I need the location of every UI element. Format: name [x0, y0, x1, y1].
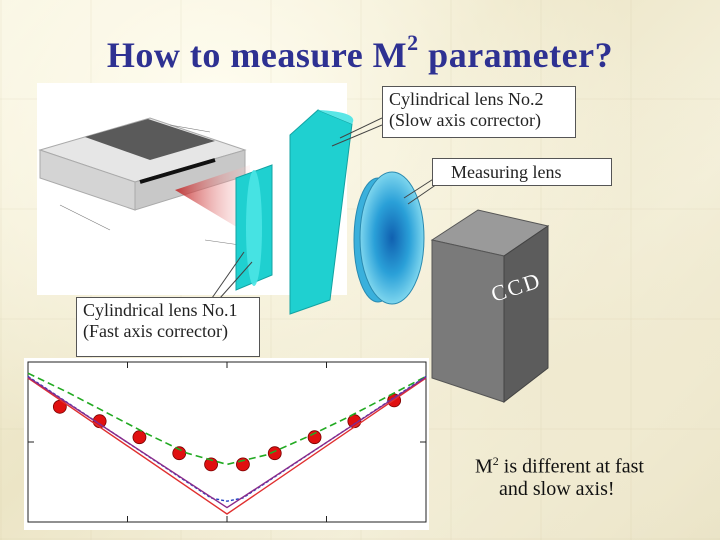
cylindrical-lens-1 — [235, 164, 273, 291]
callout-cylindrical-lens-2: Cylindrical lens No.2 (Slow axis correct… — [382, 86, 576, 138]
chart-frame — [27, 361, 427, 523]
cylindrical-lens-2 — [289, 109, 354, 315]
data-point-7 — [307, 430, 322, 445]
callout-measuring-lens: Measuring lens — [432, 158, 612, 186]
measuring-lens — [353, 171, 425, 305]
slide-title: How to measure M2 parameter? — [106, 30, 614, 75]
note-line2: and slow axis! — [499, 477, 615, 500]
data-point-4 — [204, 457, 218, 472]
callout-lens2-line2: (Slow axis corrector) — [389, 110, 541, 130]
series-line-red — [27, 377, 427, 515]
chip-dimension-marks — [59, 124, 241, 246]
series-dashed — [27, 372, 427, 466]
laser-beam — [175, 165, 250, 235]
conclusion-note: M2 is different at fast and slow axis! — [475, 450, 644, 500]
callout-lens2-line1: Cylindrical lens No.2 — [389, 89, 544, 109]
callout-cylindrical-lens-1: Cylindrical lens No.1 (Fast axis correct… — [76, 297, 260, 357]
data-point-2 — [132, 430, 147, 445]
series-line-purple — [27, 376, 427, 509]
callout-lens1-line1: Cylindrical lens No.1 — [83, 300, 238, 320]
callout-measuring-text: Measuring lens — [451, 162, 562, 182]
note-line1: M2 is different at fast — [475, 454, 644, 478]
series-line-blue — [27, 375, 427, 502]
ccd-camera — [430, 209, 550, 404]
callout-lens1-line2: (Fast axis corrector) — [83, 321, 228, 341]
laser-chip — [38, 117, 247, 211]
data-point-6 — [267, 446, 282, 461]
